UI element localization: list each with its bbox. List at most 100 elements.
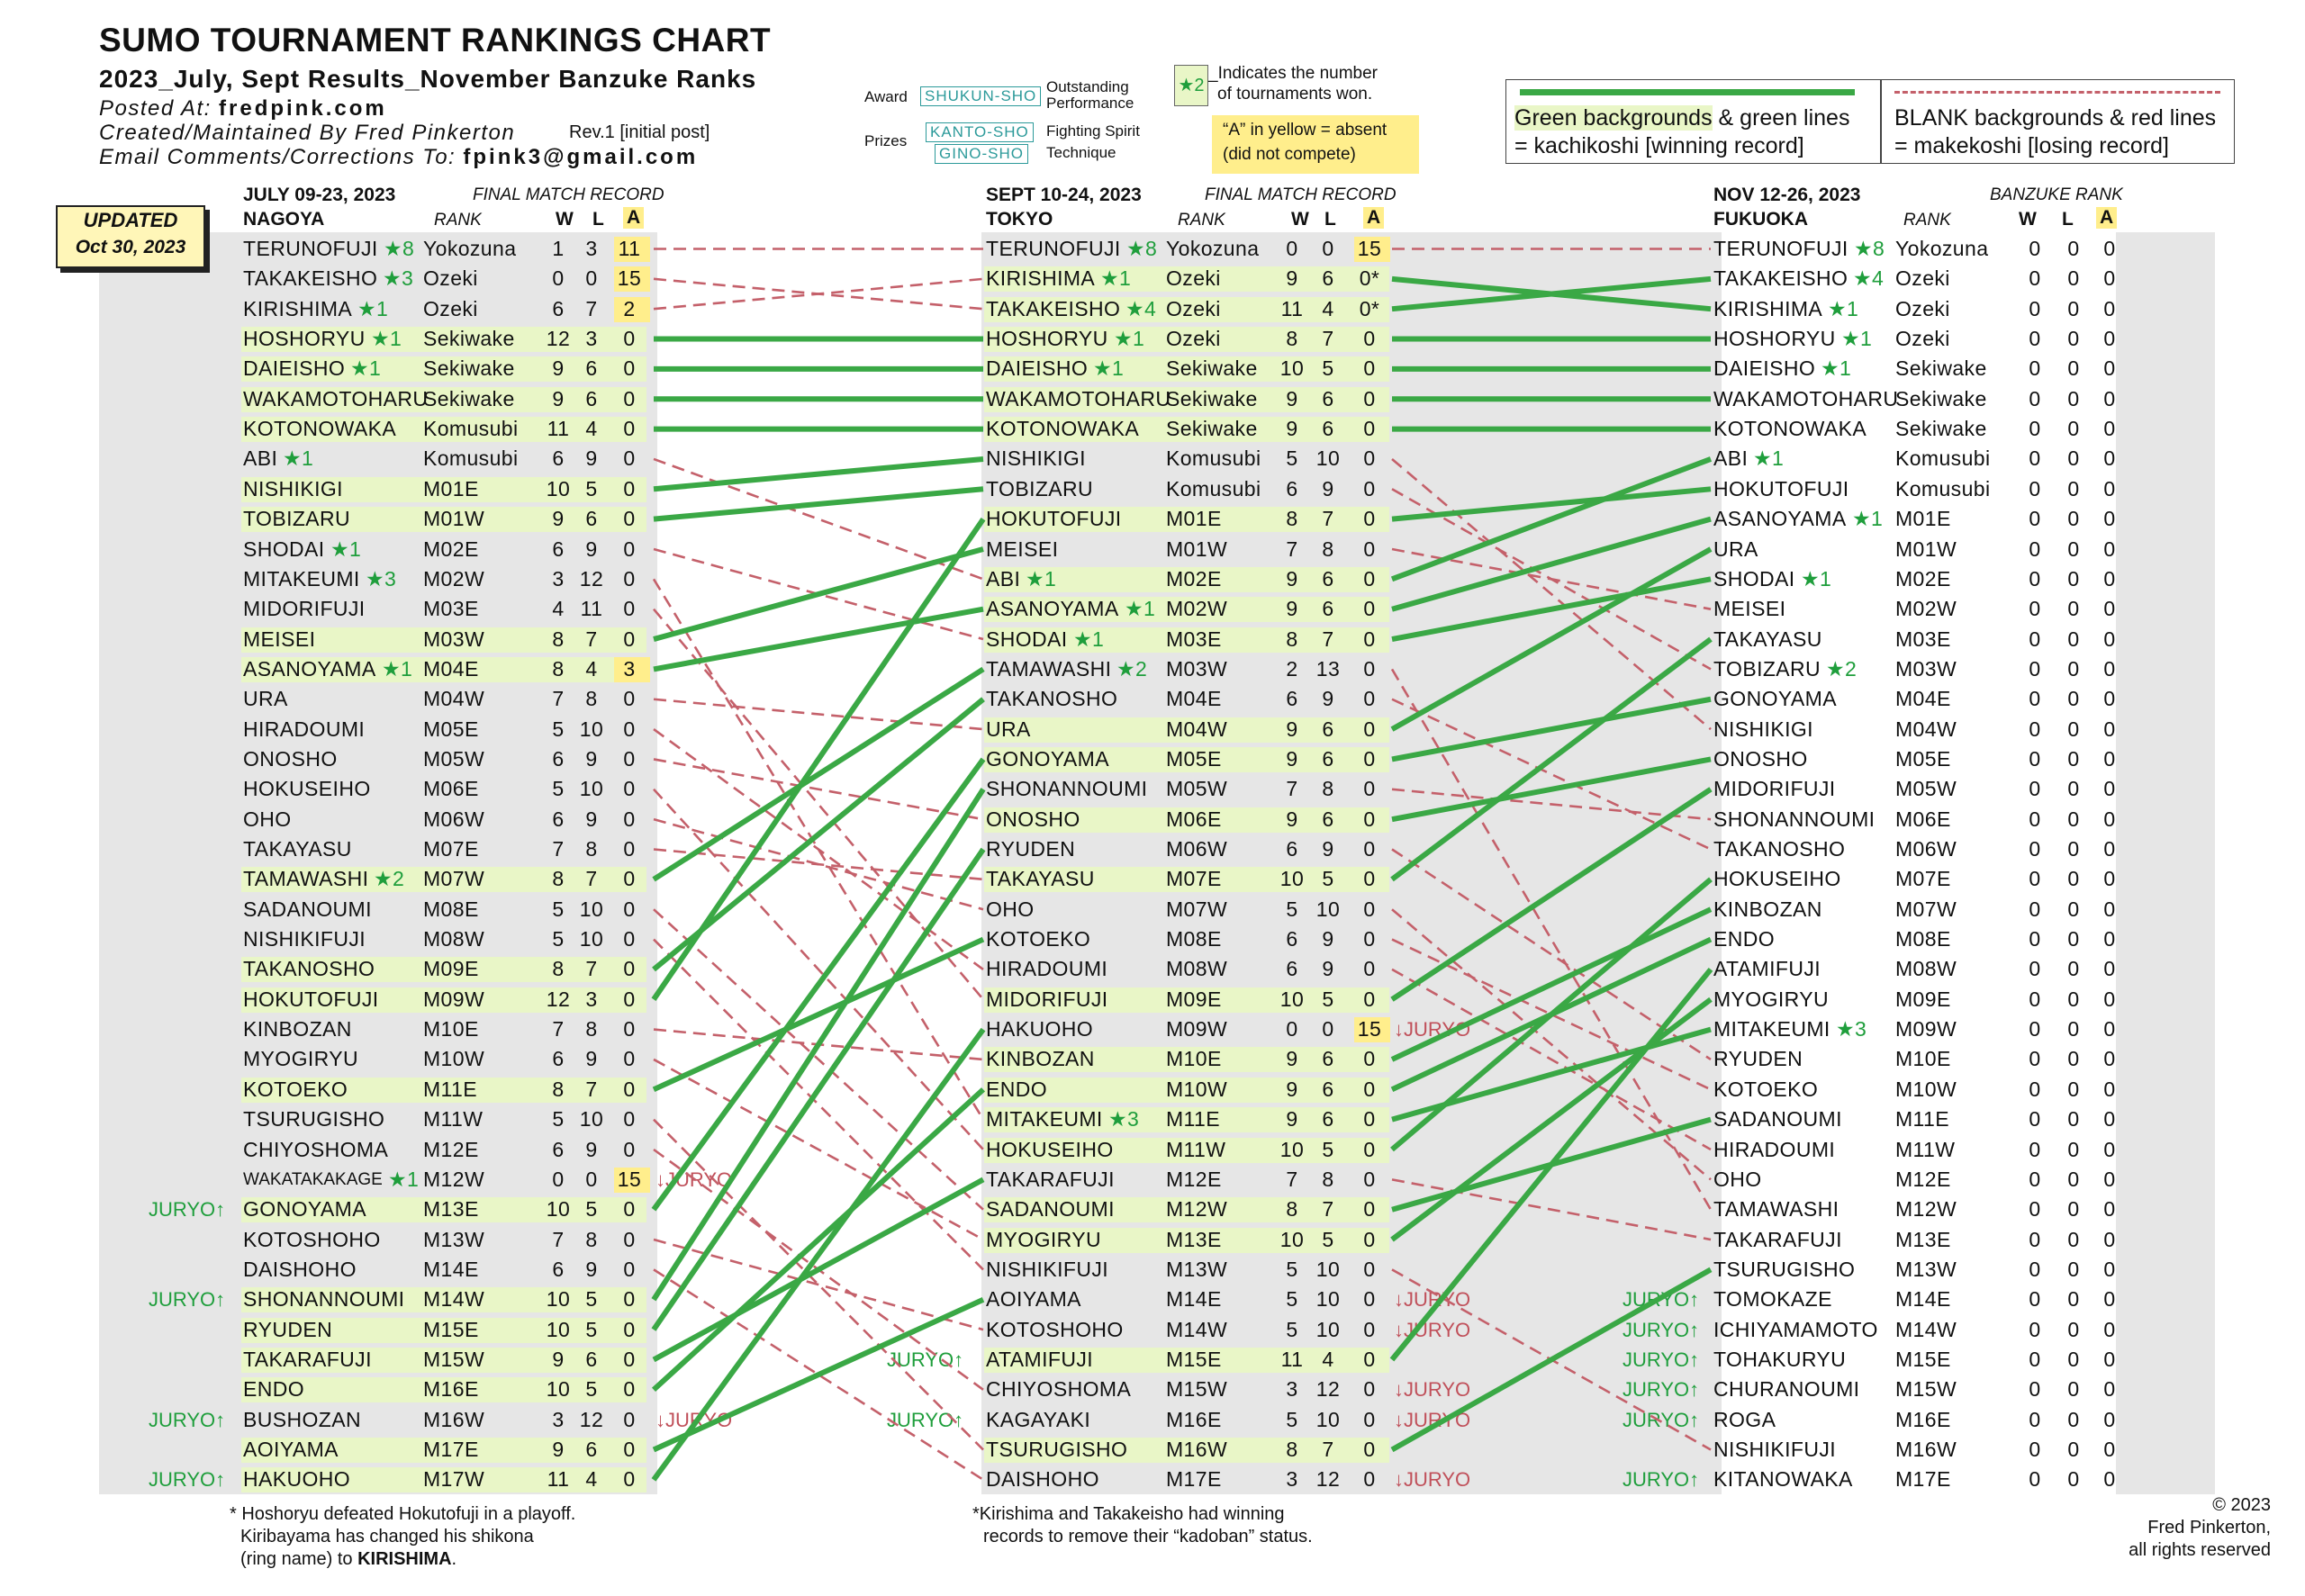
- nov-wrestler-name[interactable]: TERUNOFUJI: [1713, 237, 1849, 260]
- sept-wrestler-name[interactable]: KAGAYAKI: [986, 1407, 1091, 1431]
- july-wrestler-name[interactable]: MYOGIRYU: [243, 1047, 359, 1071]
- nov-wrestler-name[interactable]: MIDORIFUJI: [1713, 777, 1836, 801]
- july-wrestler-name[interactable]: NISHIKIFUJI: [243, 927, 366, 951]
- nov-wrestler-name[interactable]: ROGA: [1713, 1407, 1776, 1431]
- sept-wrestler-name[interactable]: ATAMIFUJI: [986, 1347, 1094, 1371]
- nov-wrestler-name[interactable]: TOBIZARU: [1713, 656, 1821, 681]
- july-wrestler-name[interactable]: HOKUSEIHO: [243, 777, 371, 801]
- sept-wrestler-name[interactable]: MYOGIRYU: [986, 1227, 1102, 1251]
- nov-wrestler-name[interactable]: ASANOYAMA: [1713, 507, 1847, 531]
- sept-wrestler-name[interactable]: HOKUTOFUJI: [986, 507, 1122, 531]
- july-wrestler-name[interactable]: KIRISHIMA: [243, 296, 353, 320]
- nov-wrestler-name[interactable]: HOKUTOFUJI: [1713, 476, 1849, 500]
- sept-wrestler-name[interactable]: TERUNOFUJI: [986, 237, 1121, 260]
- july-wrestler-name[interactable]: BUSHOZAN: [243, 1407, 361, 1431]
- july-wrestler-name[interactable]: MIDORIFUJI: [243, 597, 366, 621]
- july-wrestler-name[interactable]: TAMAWASHI: [243, 867, 369, 891]
- july-wrestler-name[interactable]: OHO: [243, 807, 292, 831]
- nov-wrestler-name[interactable]: ONOSHO: [1713, 746, 1808, 771]
- sept-wrestler-name[interactable]: ENDO: [986, 1077, 1048, 1101]
- july-wrestler-name[interactable]: TAKAYASU: [243, 837, 352, 861]
- nov-wrestler-name[interactable]: NISHIKIGI: [1713, 717, 1813, 741]
- july-wrestler-name[interactable]: KOTOSHOHO: [243, 1227, 381, 1251]
- sept-wrestler-name[interactable]: SADANOUMI: [986, 1197, 1115, 1222]
- sept-wrestler-name[interactable]: KINBOZAN: [986, 1047, 1095, 1071]
- july-wrestler-name[interactable]: TAKARAFUJI: [243, 1347, 372, 1371]
- sept-wrestler-name[interactable]: GONOYAMA: [986, 746, 1109, 771]
- sept-wrestler-name[interactable]: TSURUGISHO: [986, 1438, 1128, 1461]
- nov-wrestler-name[interactable]: WAKAMOTOHARU: [1713, 386, 1899, 410]
- july-wrestler-name[interactable]: KOTOEKO: [243, 1077, 348, 1101]
- sept-wrestler-name[interactable]: CHIYOSHOMA: [986, 1377, 1132, 1402]
- july-wrestler-name[interactable]: ENDO: [243, 1377, 305, 1402]
- nov-wrestler-name[interactable]: KIRISHIMA: [1713, 296, 1823, 320]
- sept-wrestler-name[interactable]: KIRISHIMA: [986, 266, 1096, 291]
- nov-wrestler-name[interactable]: RYUDEN: [1713, 1047, 1803, 1071]
- sept-wrestler-name[interactable]: HAKUOHO: [986, 1017, 1094, 1041]
- july-wrestler-name[interactable]: HIRADOUMI: [243, 717, 366, 741]
- july-wrestler-name[interactable]: AOIYAMA: [243, 1438, 339, 1461]
- nov-wrestler-name[interactable]: MITAKEUMI: [1713, 1017, 1830, 1041]
- july-wrestler-name[interactable]: GONOYAMA: [243, 1197, 366, 1222]
- nov-wrestler-name[interactable]: DAIEISHO: [1713, 356, 1816, 381]
- nov-wrestler-name[interactable]: CHURANOUMI: [1713, 1377, 1860, 1402]
- sept-wrestler-name[interactable]: NISHIKIGI: [986, 446, 1086, 471]
- july-wrestler-name[interactable]: CHIYOSHOMA: [243, 1137, 389, 1161]
- nov-wrestler-name[interactable]: OHO: [1713, 1167, 1762, 1191]
- nov-wrestler-name[interactable]: HOKUSEIHO: [1713, 867, 1841, 891]
- nov-wrestler-name[interactable]: TAKANOSHO: [1713, 837, 1846, 861]
- nov-wrestler-name[interactable]: HIRADOUMI: [1713, 1137, 1836, 1161]
- nov-wrestler-name[interactable]: MYOGIRYU: [1713, 987, 1830, 1011]
- sept-wrestler-name[interactable]: TOBIZARU: [986, 476, 1094, 500]
- nov-wrestler-name[interactable]: ENDO: [1713, 927, 1776, 951]
- july-wrestler-name[interactable]: TOBIZARU: [243, 507, 351, 531]
- july-wrestler-name[interactable]: KOTONOWAKA: [243, 417, 397, 441]
- july-wrestler-name[interactable]: RYUDEN: [243, 1317, 333, 1341]
- sept-wrestler-name[interactable]: DAISHOHO: [986, 1467, 1099, 1492]
- july-wrestler-name[interactable]: WAKATAKAKAGE: [243, 1169, 383, 1189]
- sept-wrestler-name[interactable]: MITAKEUMI: [986, 1107, 1103, 1132]
- sept-wrestler-name[interactable]: ASANOYAMA: [986, 597, 1119, 621]
- sept-wrestler-name[interactable]: SHONANNOUMI: [986, 777, 1148, 801]
- sept-wrestler-name[interactable]: TAKAKEISHO: [986, 296, 1121, 320]
- nov-wrestler-name[interactable]: TAKAYASU: [1713, 627, 1822, 651]
- nov-wrestler-name[interactable]: TSURUGISHO: [1713, 1257, 1856, 1281]
- sept-wrestler-name[interactable]: HOSHORYU: [986, 327, 1108, 351]
- sept-wrestler-name[interactable]: MEISEI: [986, 537, 1059, 561]
- nov-wrestler-name[interactable]: URA: [1713, 537, 1758, 561]
- july-wrestler-name[interactable]: MITAKEUMI: [243, 566, 360, 591]
- sept-wrestler-name[interactable]: KOTOEKO: [986, 927, 1091, 951]
- july-wrestler-name[interactable]: URA: [243, 687, 288, 711]
- nov-wrestler-name[interactable]: ABI: [1713, 446, 1749, 471]
- nov-wrestler-name[interactable]: KOTONOWAKA: [1713, 417, 1867, 441]
- nov-wrestler-name[interactable]: TAMAWASHI: [1713, 1197, 1839, 1222]
- july-wrestler-name[interactable]: HOSHORYU: [243, 327, 366, 351]
- july-wrestler-name[interactable]: WAKAMOTOHARU: [243, 386, 429, 410]
- sept-wrestler-name[interactable]: TAMAWASHI: [986, 656, 1112, 681]
- july-wrestler-name[interactable]: TERUNOFUJI: [243, 237, 378, 260]
- july-wrestler-name[interactable]: MEISEI: [243, 627, 316, 651]
- july-wrestler-name[interactable]: SHONANNOUMI: [243, 1287, 405, 1312]
- nov-wrestler-name[interactable]: KINBOZAN: [1713, 897, 1822, 921]
- nov-wrestler-name[interactable]: TOHAKURYU: [1713, 1347, 1847, 1371]
- nov-wrestler-name[interactable]: MEISEI: [1713, 597, 1786, 621]
- nov-wrestler-name[interactable]: TOMOKAZE: [1713, 1287, 1832, 1312]
- nov-wrestler-name[interactable]: NISHIKIFUJI: [1713, 1438, 1837, 1461]
- nov-wrestler-name[interactable]: ATAMIFUJI: [1713, 957, 1821, 981]
- nov-wrestler-name[interactable]: SADANOUMI: [1713, 1107, 1842, 1132]
- sept-wrestler-name[interactable]: TAKARAFUJI: [986, 1167, 1115, 1191]
- nov-wrestler-name[interactable]: SHODAI: [1713, 566, 1795, 591]
- nov-wrestler-name[interactable]: KITANOWAKA: [1713, 1467, 1853, 1492]
- july-wrestler-name[interactable]: HOKUTOFUJI: [243, 987, 379, 1011]
- sept-wrestler-name[interactable]: MIDORIFUJI: [986, 987, 1108, 1011]
- nov-wrestler-name[interactable]: KOTOEKO: [1713, 1077, 1819, 1101]
- nov-wrestler-name[interactable]: ICHIYAMAMOTO: [1713, 1317, 1878, 1341]
- july-wrestler-name[interactable]: KINBOZAN: [243, 1017, 352, 1041]
- sept-wrestler-name[interactable]: HIRADOUMI: [986, 957, 1108, 981]
- sept-wrestler-name[interactable]: URA: [986, 717, 1031, 741]
- july-wrestler-name[interactable]: TSURUGISHO: [243, 1107, 385, 1132]
- sept-wrestler-name[interactable]: WAKAMOTOHARU: [986, 386, 1171, 410]
- sept-wrestler-name[interactable]: HOKUSEIHO: [986, 1137, 1114, 1161]
- july-wrestler-name[interactable]: DAIEISHO: [243, 356, 346, 381]
- sept-wrestler-name[interactable]: KOTOSHOHO: [986, 1317, 1124, 1341]
